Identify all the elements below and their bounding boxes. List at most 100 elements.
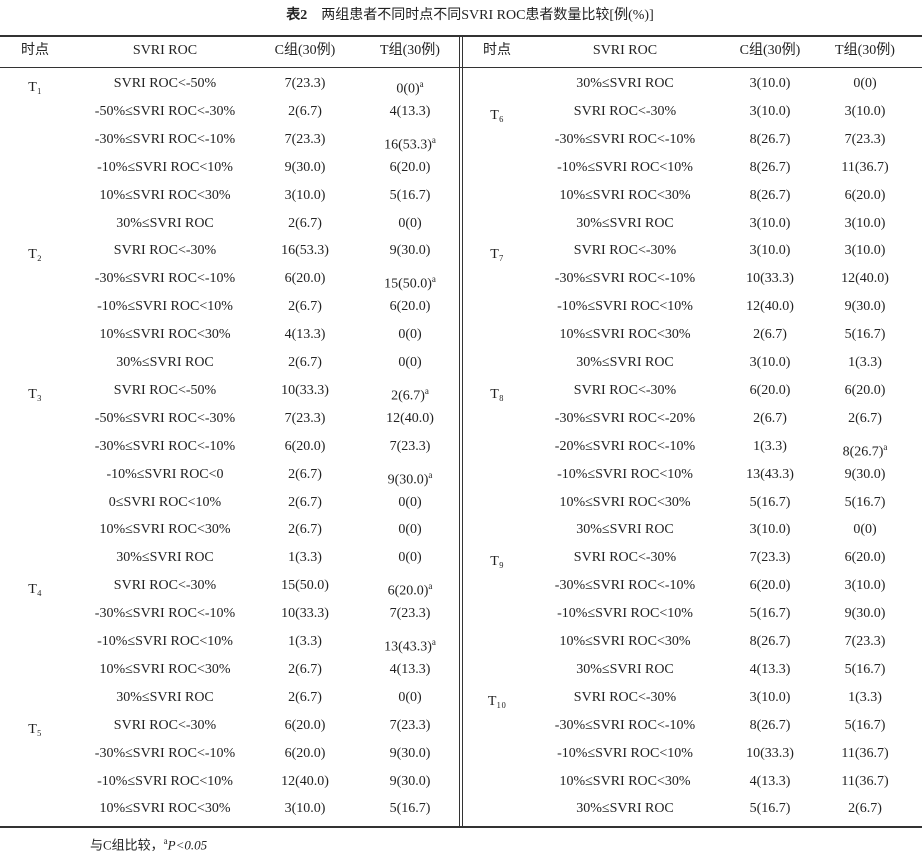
c-cell: 3(10.0) [749,243,791,259]
t-cell: 0(0) [398,327,422,343]
t-cell: 0(0) [398,550,422,566]
table-title: 表2 两组患者不同时点不同SVRI ROC患者数量比较[例(%)] [286,7,654,25]
t-cell: 0(0)a [396,79,424,97]
range-cell: -10%≤SVRI ROC<10% [557,606,693,622]
range-cell: 10%≤SVRI ROC<30% [559,773,691,789]
c-cell: 8(26.7) [749,717,791,733]
range-cell: SVRI ROC<-30% [573,382,677,398]
t-cell: 11(36.7) [841,159,889,175]
title-text: 两组患者不同时点不同SVRI ROC患者数量比较[例(%)] [321,8,654,23]
t-cell: 6(20.0) [389,299,431,315]
t-cell: 6(20.0)a [387,581,433,599]
time-point: T₂ [28,247,42,263]
time-point: T₃ [28,386,42,402]
divider [462,35,463,827]
c-cell: 5(16.7) [749,801,791,817]
c-cell: 3(10.0) [749,215,791,231]
c-cell: 1(3.3) [753,438,787,454]
range-cell: -10%≤SVRI ROC<10% [557,159,693,175]
time-point: T₈ [490,386,504,402]
c-cell: 10(33.3) [746,745,794,761]
t-cell: 12(40.0) [386,410,434,426]
header-cell: C组(30例) [739,43,801,58]
range-cell: SVRI ROC<-50% [113,382,217,398]
top-rule [0,35,922,37]
c-cell: 7(23.3) [284,76,326,91]
c-cell: 2(6.7) [753,327,787,343]
c-cell: 2(6.7) [288,103,322,119]
c-cell: 7(23.3) [284,410,326,426]
range-cell: 30%≤SVRI ROC [116,215,214,231]
bottom-rule [0,826,922,828]
t-cell: 6(20.0) [844,550,886,566]
note-mark: a [431,637,436,647]
c-cell: 10(33.3) [746,271,794,287]
range-cell: -10%≤SVRI ROC<10% [97,159,233,175]
footnote-text: 与C组比较， [90,837,164,853]
t-cell: 7(23.3) [844,634,886,649]
note-mark: a [428,581,433,592]
t-cell: 2(6.7) [848,801,882,817]
t-cell: 7(23.3) [389,606,431,622]
c-cell: 6(20.0) [284,717,326,733]
range-cell: -30%≤SVRI ROC<-10% [94,606,236,622]
range-cell: -20%≤SVRI ROC<-10% [554,438,696,454]
t-cell: 0(0) [853,522,877,538]
range-cell: SVRI ROC<-30% [573,550,677,566]
t-cell: 5(16.7) [389,801,431,817]
range-cell: SVRI ROC<-30% [573,103,677,119]
t-cell: 11(36.7) [841,773,889,789]
c-cell: 13(43.3) [746,466,794,482]
range-cell: 10%≤SVRI ROC<30% [559,634,691,649]
range-cell: -10%≤SVRI ROC<10% [97,634,233,649]
range-cell: -50%≤SVRI ROC<-30% [94,103,236,119]
range-cell: -50%≤SVRI ROC<-30% [94,410,236,426]
note-mark: a [428,469,433,480]
t-cell: 3(10.0) [844,243,886,259]
range-cell: 30%≤SVRI ROC [576,801,674,817]
range-cell: 0≤SVRI ROC<10% [108,494,222,510]
c-cell: 5(16.7) [749,606,791,622]
c-cell: 3(10.0) [284,187,326,203]
range-cell: 30%≤SVRI ROC [116,550,214,566]
t-cell: 1(3.3) [848,355,882,370]
t-cell: 7(23.3) [389,438,431,454]
time-point: T₁₀ [487,693,507,709]
note-mark: a [424,385,429,396]
c-cell: 6(20.0) [749,382,791,398]
t-cell: 7(23.3) [389,717,431,733]
footnote-mark: a [163,836,168,846]
c-cell: 2(6.7) [288,661,322,677]
range-cell: 10%≤SVRI ROC<30% [99,327,231,343]
t-cell: 12(40.0) [841,271,889,287]
c-cell: 6(20.0) [284,438,326,454]
c-cell: 2(6.7) [753,410,787,426]
c-cell: 8(26.7) [749,131,791,147]
c-cell: 2(6.7) [288,494,322,510]
range-cell: 10%≤SVRI ROC<30% [559,187,691,203]
t-cell: 1(3.3) [848,689,882,705]
t-cell: 7(23.3) [844,131,886,147]
range-cell: -30%≤SVRI ROC<-10% [554,578,696,594]
time-point: T₉ [490,554,504,570]
header-cell: SVRI ROC [592,43,658,58]
t-cell: 9(30.0) [844,606,886,622]
t-cell: 5(16.7) [844,327,886,343]
range-cell: SVRI ROC<-50% [113,76,217,91]
footnote-p: P<0.05 [167,837,208,853]
t-cell: 5(16.7) [844,661,886,677]
t-cell: 13(43.3)a [384,637,436,655]
note-mark: a [419,79,424,89]
divider [459,35,460,827]
t-cell: 9(30.0) [389,773,431,789]
t-cell: 6(20.0) [389,159,431,175]
range-cell: -30%≤SVRI ROC<-10% [94,271,236,287]
note-mark: a [431,134,436,145]
t-cell: 0(0) [398,355,422,370]
c-cell: 1(3.3) [288,634,322,649]
c-cell: 6(20.0) [749,578,791,594]
t-cell: 3(10.0) [844,578,886,594]
range-cell: 30%≤SVRI ROC [576,355,674,370]
t-cell: 5(16.7) [844,494,886,510]
